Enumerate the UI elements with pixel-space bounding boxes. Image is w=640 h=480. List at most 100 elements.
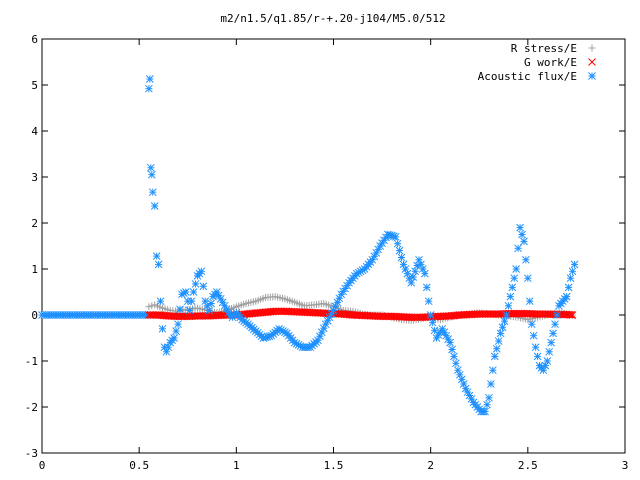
legend-marker [588, 44, 596, 52]
acoustic-flux-point [553, 311, 561, 319]
acoustic-flux-point [181, 288, 190, 296]
acoustic-flux-point [426, 311, 435, 319]
acoustic-flux-point [498, 323, 507, 332]
x-tick-label: 0 [39, 459, 46, 472]
acoustic-flux-point [145, 84, 153, 93]
y-tick-label: 3 [31, 171, 38, 184]
y-tick-label: 1 [31, 263, 38, 276]
acoustic-flux-point [531, 343, 540, 352]
acoustic-flux-point [500, 317, 509, 325]
acoustic-flux-point [199, 282, 208, 291]
acoustic-flux-point [564, 283, 573, 292]
acoustic-flux-point [512, 265, 521, 273]
acoustic-flux-point [487, 380, 495, 388]
g-work-point [567, 311, 575, 319]
acoustic-flux-point [207, 299, 215, 308]
acoustic-flux-point [547, 338, 556, 347]
acoustic-flux-point [508, 283, 517, 292]
acoustic-flux-point [172, 327, 180, 335]
acoustic-flux-point [147, 170, 156, 179]
acoustic-flux-point [205, 306, 213, 315]
y-tick-label: -3 [25, 447, 38, 460]
acoustic-flux-point [496, 329, 505, 338]
acoustic-flux-point [146, 163, 155, 172]
acoustic-flux-point [551, 320, 559, 329]
acoustic-flux-point [483, 400, 491, 409]
acoustic-flux-point [481, 407, 489, 416]
acoustic-flux-point [185, 306, 194, 315]
acoustic-flux-point [176, 305, 184, 314]
y-tick-label: -2 [25, 401, 38, 414]
acoustic-flux-point [525, 297, 534, 306]
g-work-point [565, 310, 574, 319]
acoustic-flux-point [522, 255, 530, 264]
acoustic-flux-point [562, 292, 571, 301]
acoustic-flux-point [490, 352, 499, 361]
acoustic-flux-point [448, 345, 456, 354]
acoustic-flux-point [514, 244, 522, 253]
acoustic-flux-point [549, 329, 557, 338]
acoustic-flux-point [152, 252, 161, 260]
acoustic-flux-point [397, 253, 406, 262]
legend-label: Acoustic flux/E [478, 70, 577, 83]
acoustic-flux-point [566, 274, 575, 283]
acoustic-flux-point [545, 347, 554, 356]
r-stress-point [145, 303, 153, 311]
acoustic-flux-point [391, 232, 400, 241]
acoustic-flux-point [197, 267, 206, 276]
acoustic-flux-point [191, 280, 200, 288]
acoustic-flux-point [450, 352, 458, 361]
legend-label: G work/E [524, 56, 577, 69]
acoustic-flux-point [446, 338, 454, 347]
acoustic-flux-point [485, 393, 493, 402]
acoustic-flux-point [520, 237, 528, 246]
acoustic-flux-baseline [38, 311, 151, 319]
acoustic-flux-point [395, 246, 404, 255]
x-tick-label: 2 [427, 459, 434, 472]
acoustic-flux-point [154, 260, 163, 269]
acoustic-flux-point [518, 230, 526, 239]
acoustic-flux-point [529, 331, 538, 340]
y-tick-label: 6 [31, 33, 38, 46]
acoustic-flux-point [422, 283, 431, 292]
acoustic-flux-point [420, 269, 429, 278]
axis-ticks: 0 0.5 1 1.5 2 2.5 3 -3 -2 -1 0 1 2 3 4 5 6 [25, 33, 629, 472]
acoustic-flux-point [156, 297, 165, 306]
acoustic-flux-point [502, 311, 511, 319]
acoustic-flux-point [407, 278, 416, 287]
y-tick-label: -1 [25, 355, 38, 368]
x-tick-label: 1 [233, 459, 240, 472]
x-tick-label: 3 [622, 459, 629, 472]
acoustic-flux-point [533, 352, 542, 361]
acoustic-flux-point [424, 297, 433, 306]
legend-label: R stress/E [511, 42, 577, 55]
acoustic-flux-point [376, 242, 384, 250]
acoustic-flux-point [150, 202, 159, 210]
x-tick-label: 1.5 [324, 459, 344, 472]
acoustic-flux-point [329, 306, 338, 315]
acoustic-flux-point [568, 267, 577, 276]
acoustic-flux-point [411, 267, 419, 276]
acoustic-flux-point [504, 301, 513, 310]
acoustic-flux-point [170, 334, 179, 342]
chart-title: m2/n1.5/q1.85/r-+.20-j104/M5.0/512 [220, 12, 445, 25]
acoustic-flux-point [430, 326, 439, 335]
y-tick-label: 4 [31, 125, 38, 138]
acoustic-flux-point [187, 297, 196, 306]
x-tick-label: 0.5 [129, 459, 149, 472]
y-tick-label: 5 [31, 79, 38, 92]
legend-marker [588, 58, 596, 66]
acoustic-flux-point [146, 75, 154, 83]
acoustic-flux-point [510, 274, 519, 283]
acoustic-flux-point [158, 324, 167, 333]
acoustic-flux-point [516, 223, 524, 232]
acoustic-flux-point [506, 292, 515, 301]
acoustic-flux-point [543, 357, 552, 365]
acoustic-flux-point [148, 188, 157, 197]
acoustic-flux-point [570, 260, 579, 269]
acoustic-flux-point [409, 273, 418, 281]
data-layer [38, 75, 579, 416]
